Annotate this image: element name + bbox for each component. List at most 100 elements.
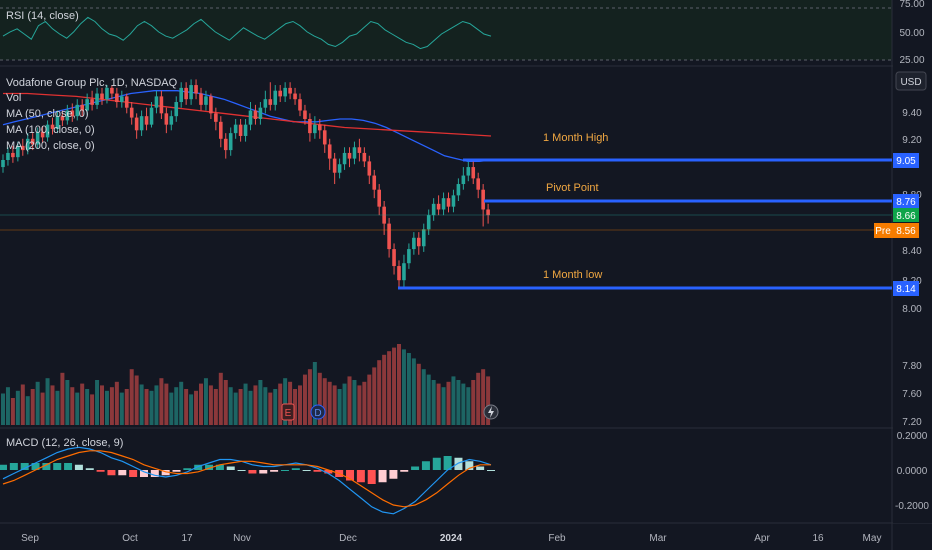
macd-histogram-bar (20, 463, 29, 470)
time-axis[interactable]: Sep Oct 17 Nov Dec 2024 Feb Mar Apr 16 M… (21, 533, 881, 544)
candle (431, 198, 436, 221)
legend-ma-100[interactable]: MA (100, close, 0) (6, 124, 95, 136)
earnings-marker[interactable]: E (281, 403, 295, 421)
candle (129, 102, 134, 125)
candle (209, 93, 213, 119)
macd-pane: MACD (12, 26, close, 9) (0, 437, 495, 515)
candle (421, 223, 426, 252)
candle (308, 113, 312, 142)
macd-histogram-bar (421, 461, 430, 470)
volume-bar (30, 389, 35, 425)
volume-bar (441, 387, 446, 425)
pivot-value: 8.76 (896, 197, 916, 208)
volume-bar (119, 392, 124, 425)
volume-bar (189, 394, 194, 425)
candle (288, 82, 292, 100)
signal-line (2, 450, 491, 508)
volume-bar (302, 374, 307, 425)
volume-bar (169, 392, 174, 425)
earnings-marker-label: E (285, 408, 292, 419)
candle (50, 117, 55, 135)
volume-bar (312, 362, 317, 425)
volume-bar (238, 389, 243, 425)
candle (189, 79, 193, 105)
candle (486, 203, 490, 224)
candle (471, 161, 476, 185)
candle (357, 138, 362, 162)
macd-histogram-bar (280, 470, 289, 471)
candle (397, 260, 401, 289)
candle (223, 133, 228, 159)
candle (466, 160, 471, 182)
volume-bar (486, 376, 491, 425)
candle (318, 118, 322, 139)
time-tick: Feb (548, 533, 566, 544)
currency-button[interactable] (895, 71, 927, 91)
candle (95, 87, 99, 110)
macd-tick: 0.2000 (897, 431, 928, 442)
macd-histogram-bar (454, 457, 463, 470)
candle (347, 147, 352, 168)
candle (115, 87, 119, 108)
dividend-marker[interactable]: D (310, 404, 326, 420)
legend-ma-200[interactable]: MA (200, close, 0) (6, 140, 95, 152)
price-axis[interactable]: 75.00 50.00 25.00 USD 9.40 9.20 8.80 8.4… (874, 0, 932, 523)
month-high-annotation[interactable]: 1 Month High (543, 132, 608, 144)
candle (85, 93, 89, 115)
candle (228, 127, 233, 156)
volume-bar (90, 394, 95, 425)
macd-label: MACD (12, 26, close, 9) (6, 437, 123, 449)
premarket-value: 8.56 (896, 226, 916, 237)
price-tick: 9.20 (902, 135, 922, 146)
volume-bar (357, 385, 362, 425)
candle (461, 167, 466, 190)
volume-bar (416, 363, 421, 425)
volume-bar (476, 372, 481, 425)
candle (35, 127, 40, 149)
candle (372, 169, 377, 199)
volume-bar (208, 385, 213, 425)
rsi-label: RSI (14, close) (6, 10, 79, 22)
macd-histogram-bar (215, 464, 224, 470)
candle (446, 192, 451, 213)
volume-bar (1, 393, 5, 425)
legend-volume[interactable]: Vol (6, 92, 21, 104)
candle (11, 145, 15, 163)
volume-bar (307, 369, 312, 425)
candle (243, 118, 248, 142)
candle (75, 99, 80, 121)
last-price-badge (893, 208, 919, 222)
candle (110, 85, 114, 100)
time-tick: Apr (754, 533, 770, 544)
time-tick: Oct (122, 533, 138, 544)
volume-bar (377, 360, 382, 425)
price-tick: 7.60 (902, 389, 922, 400)
volume-bar (129, 369, 134, 425)
candle (1, 154, 5, 173)
candle (169, 110, 174, 131)
symbol-title[interactable]: Vodafone Group Plc, 1D, NASDAQ (6, 77, 178, 89)
macd-histogram-bar (324, 470, 333, 474)
rsi-tick: 75.00 (899, 0, 924, 10)
candle (90, 90, 94, 111)
volume-bar (45, 378, 50, 425)
volume-bar (100, 385, 104, 425)
volume-bar (75, 392, 80, 425)
macd-histogram (0, 456, 495, 484)
macd-histogram-bar (194, 464, 203, 470)
volume-bar (10, 398, 15, 425)
time-tick: Nov (233, 533, 251, 544)
legend-ma-50[interactable]: MA (50, close, 0) (6, 108, 89, 120)
month-low-annotation[interactable]: 1 Month low (543, 269, 602, 281)
ma-50-line (2, 90, 492, 163)
macd-histogram-bar (259, 470, 268, 474)
lightning-icon[interactable] (483, 404, 499, 420)
candle (159, 90, 164, 119)
candle-series (1, 79, 490, 289)
pivot-point-annotation[interactable]: Pivot Point (546, 182, 599, 194)
macd-histogram-bar (129, 470, 138, 477)
candle (298, 93, 302, 117)
candle (139, 110, 144, 136)
